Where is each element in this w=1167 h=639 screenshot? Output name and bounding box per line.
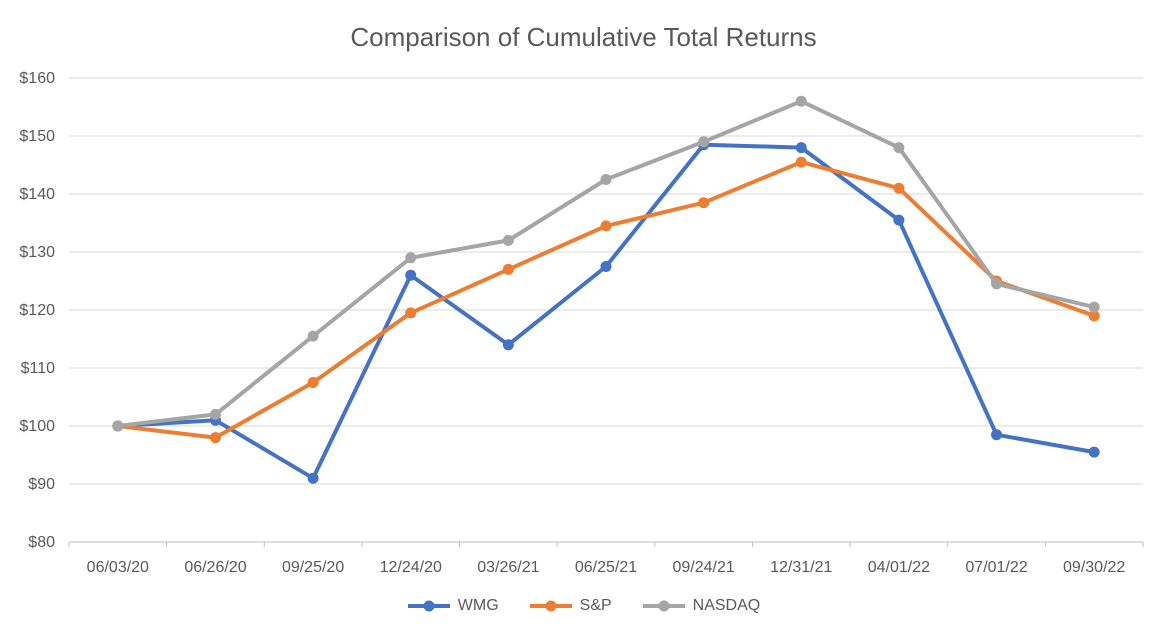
- y-axis-label: $90: [28, 476, 55, 493]
- y-axis-label: $80: [28, 534, 55, 551]
- x-axis-label: 04/01/22: [868, 559, 930, 576]
- series-marker-sp: [893, 182, 905, 194]
- series-line-sp: [115, 160, 1097, 440]
- y-axis-label: $100: [19, 418, 55, 435]
- series-marker-wmg: [991, 429, 1003, 441]
- legend-label: WMG: [457, 597, 499, 614]
- y-axis-label: $120: [19, 302, 55, 319]
- series-marker-nasdaq: [502, 234, 514, 246]
- series-marker-sp: [502, 263, 514, 275]
- series-marker-sp: [307, 377, 319, 388]
- chart-legend: WMG S&P NASDAQ: [0, 597, 1167, 615]
- x-axis-label: 09/24/21: [672, 559, 734, 576]
- legend-marker-icon: [642, 600, 685, 612]
- x-axis-label: 06/25/21: [575, 559, 637, 576]
- y-axis-label: $150: [19, 128, 55, 145]
- x-axis-label: 07/01/22: [965, 559, 1027, 576]
- legend-label: S&P: [579, 597, 612, 614]
- series-marker-sp: [795, 156, 807, 168]
- series-marker-nasdaq: [209, 408, 221, 420]
- y-axis-label: $110: [21, 360, 56, 377]
- series-marker-wmg: [795, 142, 807, 154]
- legend-marker-icon: [529, 600, 572, 612]
- x-axis-label: 06/26/20: [184, 559, 246, 576]
- y-axis-label: $130: [19, 244, 55, 261]
- series-marker-wmg: [307, 472, 319, 484]
- chart-title: Comparison of Cumulative Total Returns: [350, 22, 817, 52]
- line-chart-plot-area: $80 $90 $100 $110 $120 $130 $140 $150 $160 06/03/…: [19, 70, 1144, 576]
- series-marker-wmg: [405, 269, 417, 281]
- series-marker-nasdaq: [112, 420, 124, 432]
- x-axis-label: 12/31/21: [770, 559, 832, 576]
- series-marker-nasdaq: [698, 136, 710, 148]
- legend-item-wmg: WMG: [407, 597, 499, 615]
- series-marker-sp: [405, 307, 417, 319]
- series-line-wmg: [115, 142, 1097, 481]
- series-marker-nasdaq: [991, 278, 1003, 290]
- y-axis-label: $140: [19, 186, 55, 203]
- x-axis-label: 12/24/20: [380, 559, 442, 576]
- series-marker-nasdaq: [600, 174, 612, 185]
- legend-label: NASDAQ: [692, 597, 761, 614]
- x-axis-label: 09/30/22: [1063, 559, 1125, 576]
- series-marker-nasdaq: [307, 330, 319, 342]
- x-axis-label: 06/03/20: [87, 559, 149, 576]
- series-marker-sp: [600, 220, 612, 232]
- series-marker-nasdaq: [795, 95, 807, 107]
- legend-item-nasdaq: NASDAQ: [642, 597, 761, 615]
- series-marker-sp: [1088, 310, 1100, 322]
- series-marker-wmg: [502, 339, 514, 351]
- x-axis-label: 09/25/20: [282, 559, 344, 576]
- y-axis-label: $160: [19, 70, 55, 87]
- series-marker-wmg: [600, 261, 612, 272]
- legend-item-sp: S&P: [529, 597, 612, 615]
- series-marker-wmg: [893, 214, 905, 226]
- x-axis-label: 03/26/21: [477, 559, 539, 576]
- series-marker-nasdaq: [405, 252, 417, 264]
- series-marker-wmg: [1088, 446, 1100, 458]
- series-marker-nasdaq: [1088, 301, 1100, 313]
- series-marker-nasdaq: [893, 142, 905, 154]
- legend-marker-icon: [407, 600, 450, 612]
- series-marker-sp: [209, 432, 221, 444]
- series-marker-sp: [698, 197, 710, 209]
